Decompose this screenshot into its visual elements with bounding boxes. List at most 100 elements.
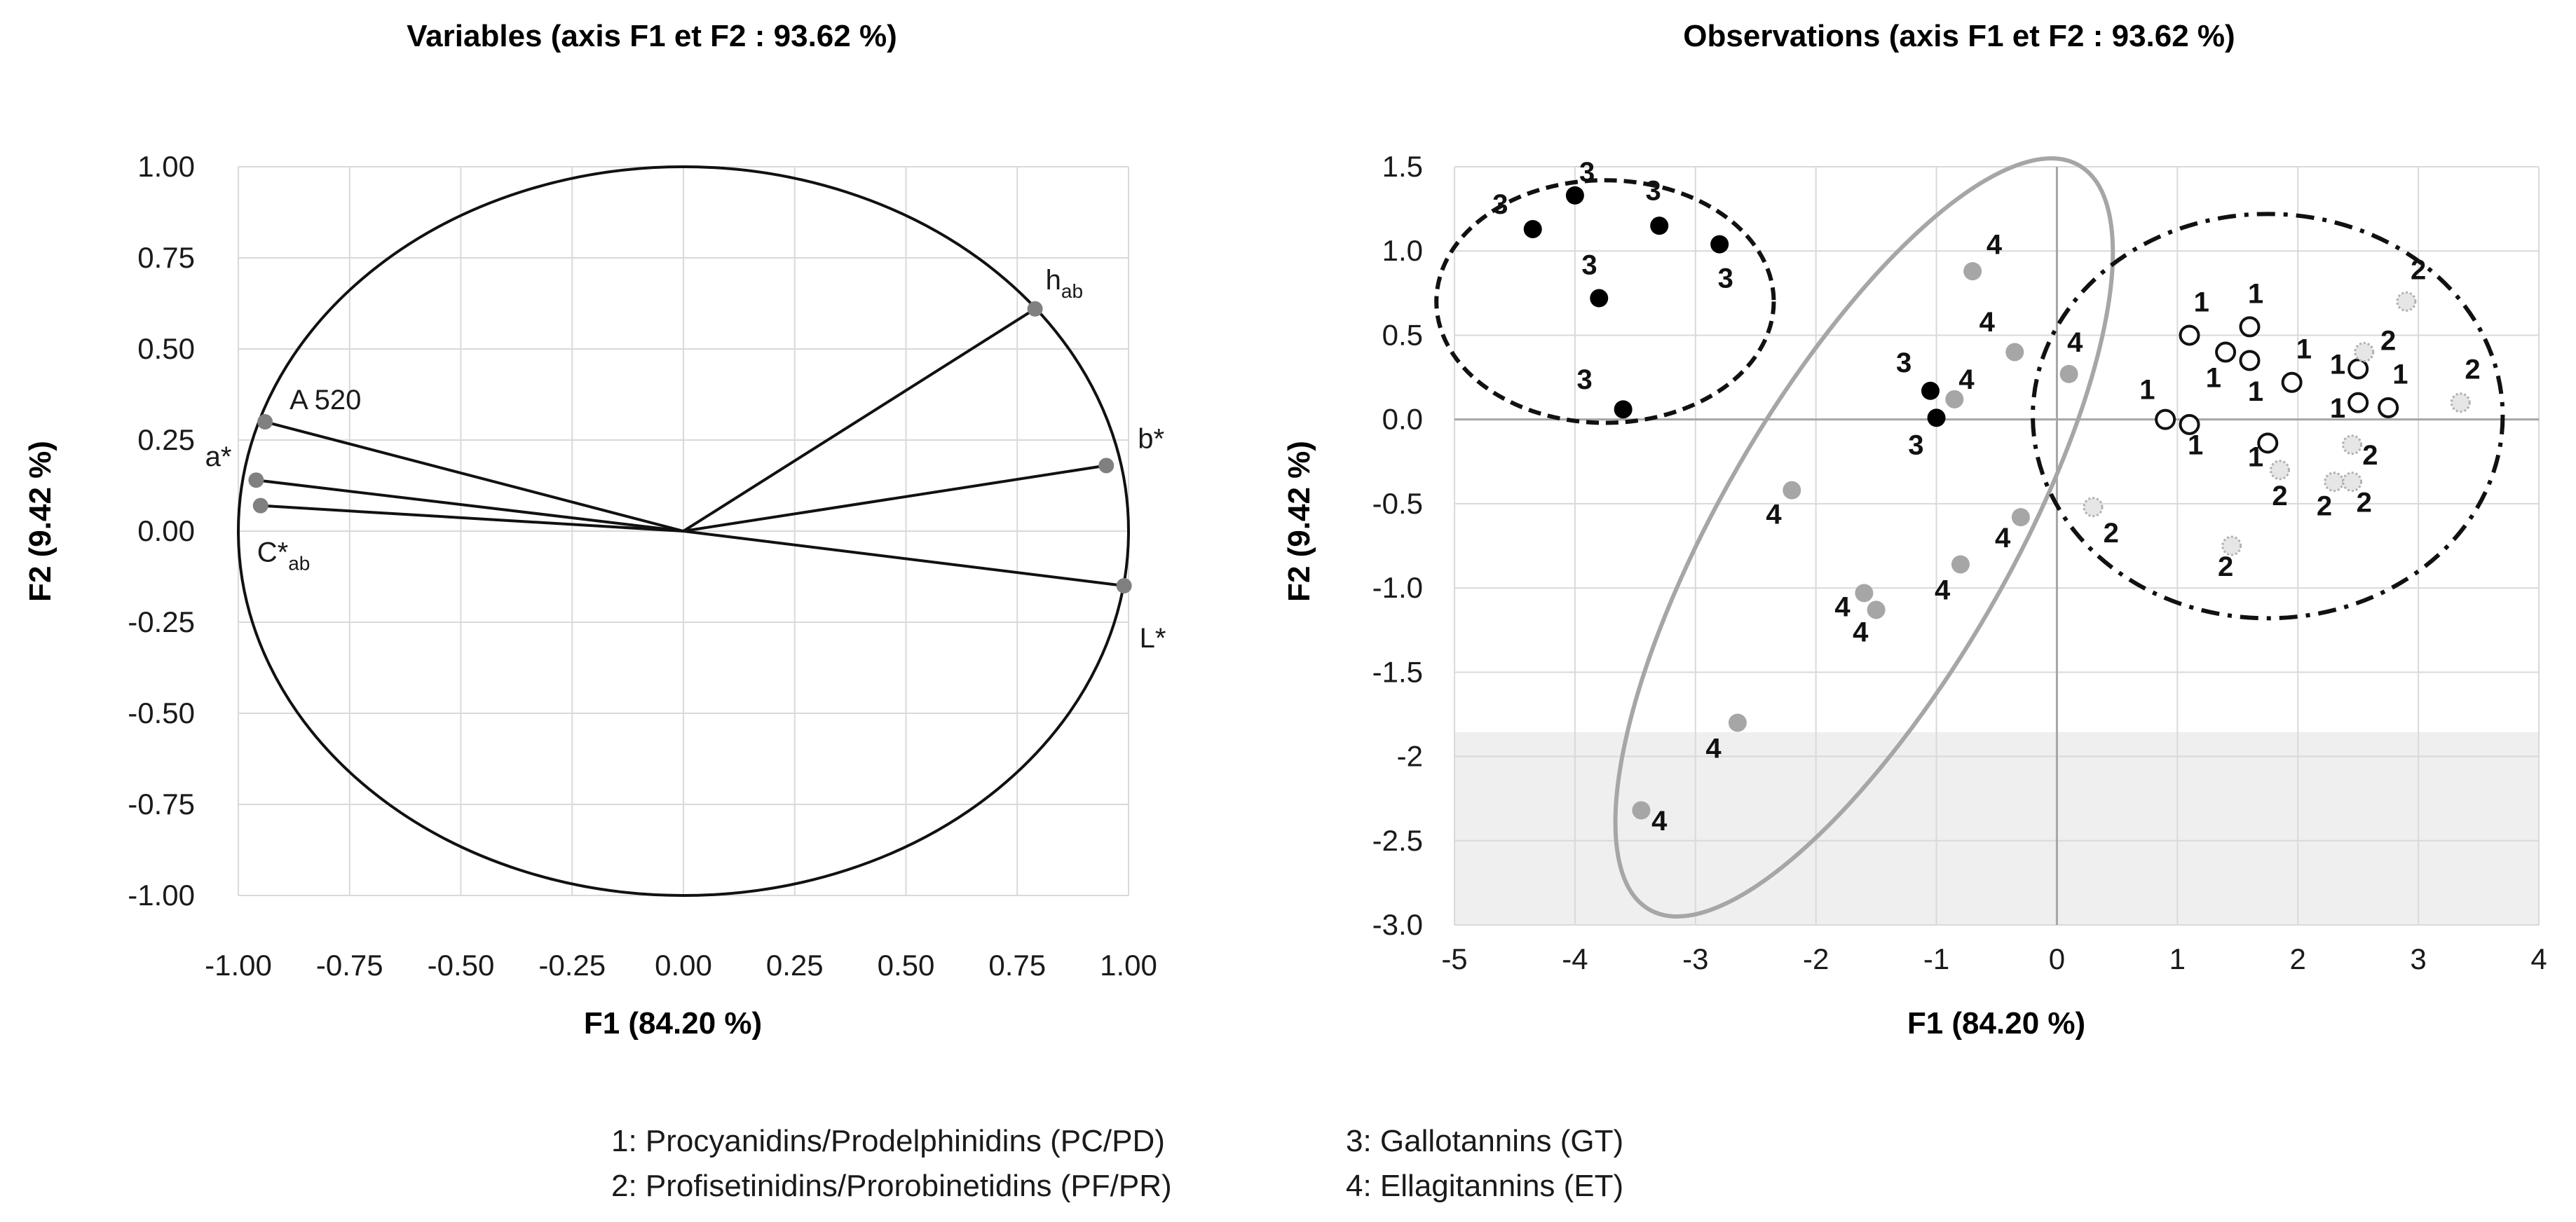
observation-point-group-4: [1945, 390, 1964, 409]
y-tick-label: -0.25: [128, 605, 195, 638]
y-tick-label: -2: [1397, 740, 1423, 773]
observation-label: 3: [1577, 364, 1593, 395]
observation-label: 1: [2248, 376, 2263, 407]
observation-point-group-2: [2324, 472, 2345, 493]
observation-point-group-1: [2257, 432, 2279, 454]
variable-point: [1098, 458, 1115, 474]
observation-point-group-4: [1632, 801, 1651, 820]
y-tick-label: 0.50: [137, 332, 195, 365]
variable-vector: [683, 464, 1107, 533]
x-tick-label: 1: [2169, 942, 2186, 975]
observation-point-group-2: [2342, 434, 2363, 455]
y-tick-label: 1.0: [1382, 234, 1423, 267]
variables-chart-title: Variables (axis F1 et F2 : 93.62 %): [407, 19, 897, 53]
x-tick-label: -4: [1562, 942, 1588, 975]
variables-chart: Variables (axis F1 et F2 : 93.62 %) -1.0…: [23, 19, 1166, 1041]
observation-label: 4: [1979, 307, 1996, 338]
observations-y-axis-label: F2 (9.42 %): [1282, 441, 1316, 602]
x-tick-label: 2: [2290, 942, 2306, 975]
y-tick-label: 0.5: [1382, 318, 1423, 351]
y-tick-label: 0.0: [1382, 403, 1423, 436]
observation-point-group-2: [2269, 460, 2290, 481]
observation-label: 4: [1766, 499, 1782, 530]
variable-point: [1027, 301, 1043, 317]
variable-vector: [260, 504, 684, 533]
observation-point-group-1: [2281, 371, 2303, 393]
variable-label: hab: [1046, 265, 1083, 302]
observation-point-group-1: [2179, 413, 2200, 435]
observation-point-group-3: [1710, 235, 1729, 254]
observation-point-group-2: [2396, 291, 2417, 312]
variable-name: h: [1046, 265, 1061, 296]
variables-y-axis-label: F2 (9.42 %): [23, 441, 57, 602]
observation-point-group-1: [2179, 324, 2200, 346]
variable-name: C*: [257, 537, 288, 568]
x-tick-label: 1.00: [1100, 949, 1157, 982]
variable-name: a*: [205, 441, 232, 472]
observation-label: 4: [1853, 617, 1869, 648]
variable-point: [257, 414, 273, 430]
x-tick-label: 0.75: [988, 949, 1046, 982]
observation-point-group-1: [2378, 397, 2399, 418]
observation-point-group-1: [2239, 316, 2261, 338]
observation-label: 4: [1705, 734, 1722, 764]
observation-point-group-3: [1590, 289, 1609, 308]
group-ellipses: [1434, 156, 2505, 919]
observation-label: 2: [2380, 326, 2396, 357]
group-ellipse-3: [1434, 178, 1776, 425]
variable-point: [248, 472, 264, 488]
observation-label: 4: [1935, 575, 1951, 606]
y-tick-label: -0.75: [128, 788, 195, 821]
x-tick-label: -1: [1923, 942, 1949, 975]
variable-point: [1116, 578, 1132, 593]
observation-point-group-4: [2059, 364, 2078, 383]
observation-label: 2: [2362, 440, 2378, 471]
observation-label: 2: [2104, 518, 2119, 549]
observation-point-group-3: [1523, 219, 1542, 238]
observation-label: 1: [2194, 287, 2209, 317]
group-ellipse-1-and-2: [2031, 212, 2505, 621]
y-tick-label: 0.00: [137, 514, 195, 547]
variable-label: L*: [1140, 623, 1166, 654]
observation-label: 3: [1718, 263, 1733, 294]
observation-point-group-4: [1963, 262, 1982, 281]
y-tick-label: -0.5: [1372, 487, 1423, 520]
legend-item-pf-pr: 2: Profisetinidins/Prorobinetidins (PF/P…: [611, 1169, 1172, 1203]
variable-label: b*: [1138, 423, 1164, 454]
unit-circle: [237, 165, 1130, 897]
observation-label: 4: [1958, 364, 1975, 395]
variable-label: a*: [205, 441, 232, 472]
legend-item-gt: 3: Gallotannins (GT): [1346, 1124, 1624, 1158]
variable-vector: [264, 420, 684, 533]
observation-point-group-3: [1614, 400, 1633, 419]
observation-point-group-1: [2239, 350, 2261, 371]
observation-label: 3: [1579, 157, 1595, 188]
y-tick-label: -1.00: [128, 879, 195, 912]
observation-label: 4: [2067, 327, 2083, 358]
observation-label: 3: [1581, 249, 1597, 280]
variable-point: [252, 497, 268, 514]
observation-label: 3: [1896, 348, 1911, 378]
observation-point-group-3: [1921, 381, 1940, 400]
y-tick-label: 1.00: [137, 150, 195, 183]
group-ellipse-4: [1613, 156, 2115, 919]
observation-point-group-2: [2450, 392, 2471, 413]
observation-point-group-1: [2347, 392, 2369, 413]
x-tick-label: 3: [2410, 942, 2426, 975]
x-tick-label: -1.00: [205, 949, 272, 982]
x-tick-label: -0.75: [316, 949, 383, 982]
x-tick-label: 0.25: [766, 949, 824, 982]
x-tick-label: 0.00: [655, 949, 712, 982]
y-tick-label: 0.75: [137, 241, 195, 274]
x-tick-label: -0.25: [538, 949, 606, 982]
observation-label: 4: [1986, 230, 2003, 261]
observation-label: 2: [2317, 490, 2332, 521]
correlation-circle: [237, 165, 1130, 897]
variables-x-axis-label: F1 (84.20 %): [584, 1006, 762, 1041]
observation-point-group-3: [1927, 409, 1946, 427]
observation-label: 1: [2392, 359, 2408, 390]
variable-label: C*ab: [257, 537, 311, 575]
x-tick-label: 0.50: [878, 949, 935, 982]
observation-point-group-3: [1565, 186, 1584, 205]
